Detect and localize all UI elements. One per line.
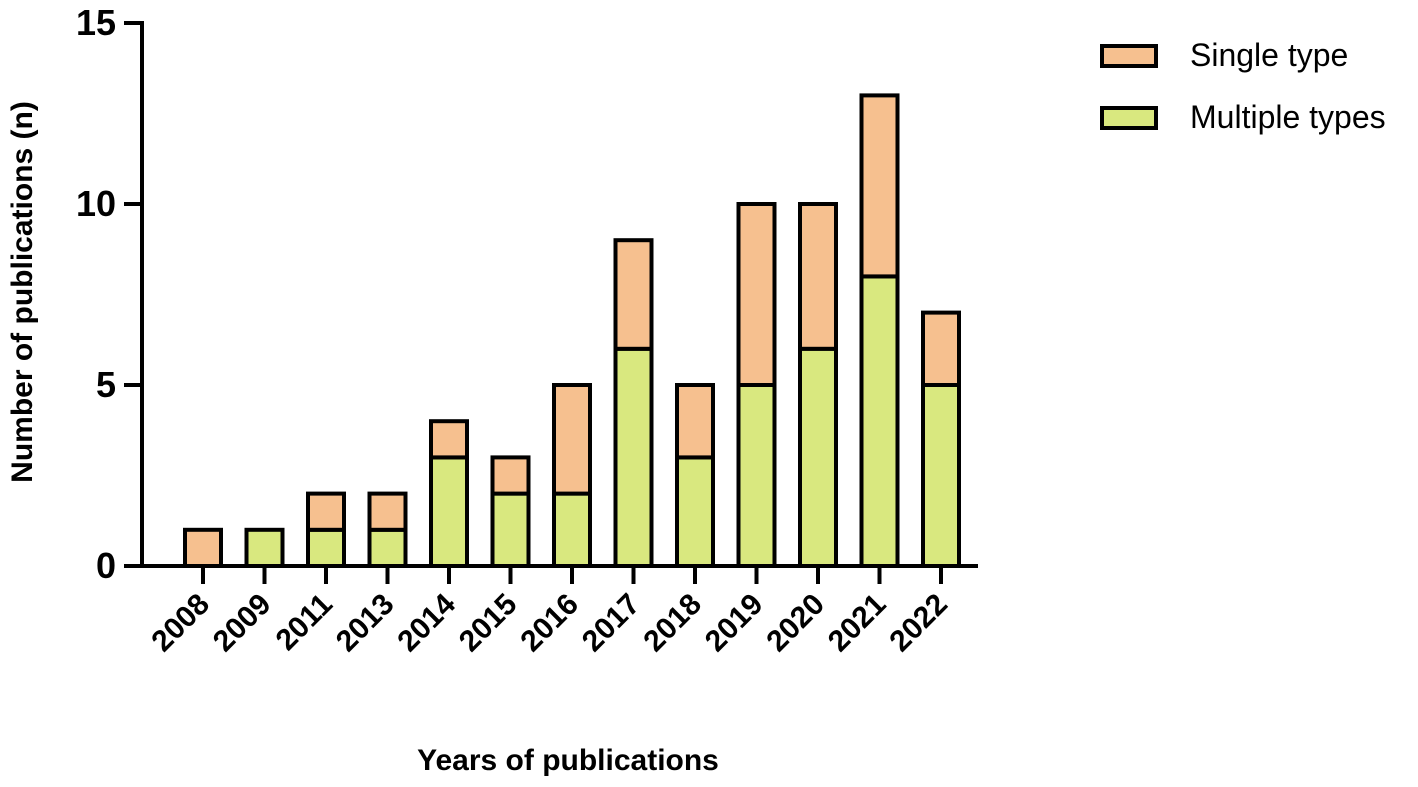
bars-group: [183, 93, 961, 569]
bar-single-type-2013: [367, 491, 408, 532]
bar-multiple-types-2018: [675, 455, 715, 568]
bar-single-type-2019: [736, 202, 777, 387]
bar-single-type-2017: [613, 238, 654, 351]
y-ticks-group: 0 5 10 15: [76, 2, 142, 586]
y-tick-label: 0: [96, 545, 116, 586]
bar-multiple-types-2020: [798, 346, 838, 568]
x-axis-title: Years of publications: [417, 744, 719, 777]
legend-label: Single type: [1190, 37, 1348, 73]
y-tick-label: 15: [76, 2, 116, 43]
x-tick-label: 2022: [883, 588, 954, 659]
bar-single-type-2021: [859, 93, 900, 279]
x-tick-label: 2018: [637, 588, 708, 659]
bar-multiple-types-2013: [367, 527, 408, 568]
bar-single-type-2015: [490, 455, 531, 496]
x-tick-label: 2015: [453, 588, 524, 659]
x-tick-label: 2017: [576, 588, 647, 659]
bar-single-type-2011: [306, 491, 346, 532]
bar-single-type-2018: [675, 383, 715, 460]
x-tick-label: 2014: [391, 587, 462, 658]
x-tick-label: 2020: [760, 588, 831, 659]
y-axis-title: Number of publications (n): [6, 101, 39, 483]
axes-group: [140, 21, 978, 568]
bar-multiple-types-2022: [921, 383, 961, 568]
bar-single-type-2022: [921, 310, 961, 388]
bar-single-type-2020: [798, 202, 838, 351]
legend-label: Multiple types: [1190, 99, 1386, 135]
bar-single-type-2008: [183, 527, 223, 568]
x-tick-label: 2013: [330, 588, 401, 659]
bar-multiple-types-2021: [859, 274, 900, 568]
y-tick-label: 10: [76, 183, 116, 224]
bar-multiple-types-2019: [736, 383, 777, 568]
bar-single-type-2016: [552, 383, 592, 496]
y-tick-label: 5: [96, 364, 116, 405]
bar-multiple-types-2014: [429, 455, 469, 568]
legend-swatch-single-type: [1100, 44, 1158, 68]
bar-multiple-types-2015: [490, 491, 531, 569]
bar-multiple-types-2009: [244, 527, 285, 568]
legend: Single type Multiple types: [1100, 37, 1386, 135]
bar-multiple-types-2011: [306, 527, 346, 568]
x-tick-label: 2016: [514, 588, 585, 659]
x-tick-label: 2021: [822, 588, 893, 659]
bar-multiple-types-2017: [613, 346, 654, 568]
x-tick-label: 2009: [207, 588, 278, 659]
bar-multiple-types-2016: [552, 491, 592, 569]
x-tick-label: 2008: [145, 588, 216, 659]
x-tick-label: 2011: [270, 588, 339, 657]
bar-single-type-2014: [429, 419, 469, 460]
x-tick-label: 2019: [699, 588, 770, 659]
x-ticks-group: 2008200920112013201420152016201720182019…: [145, 566, 954, 658]
legend-swatch-multiple-types: [1100, 106, 1158, 130]
